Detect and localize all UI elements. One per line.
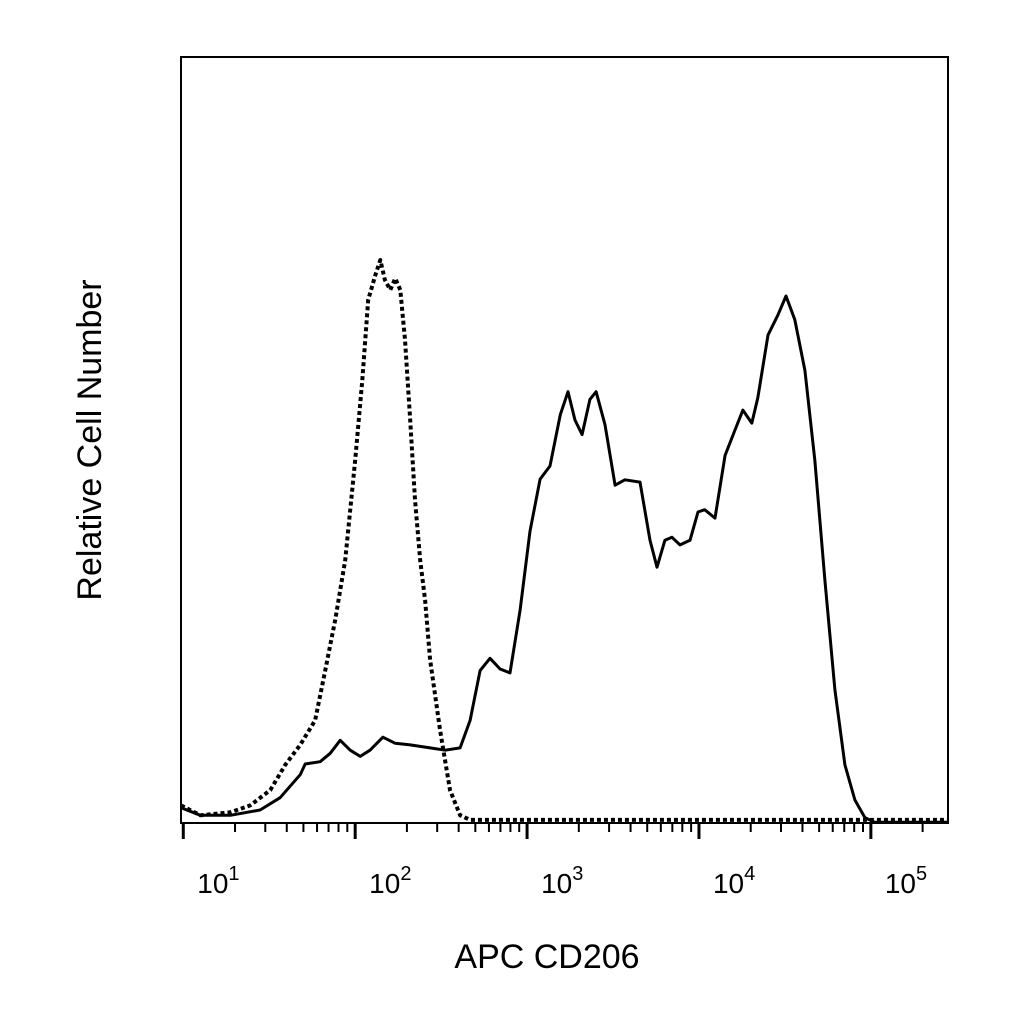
x-tick-label: 104 [713,863,755,899]
x-tick-base: 10 [885,868,916,899]
x-tick-base: 10 [541,868,572,899]
plot-frame [180,56,949,824]
x-tick-exponent: 2 [400,863,411,885]
x-tick-label: 105 [885,863,927,899]
x-tick-exponent: 4 [744,863,755,885]
x-tick-base: 10 [197,868,228,899]
series-line [180,294,948,824]
x-tick-base: 10 [369,868,400,899]
series-line [180,258,948,822]
x-tick-label: 102 [369,863,411,899]
x-tick-exponent: 5 [916,863,927,885]
x-axis-label: APC CD206 [454,938,639,976]
x-tick-exponent: 1 [228,863,239,885]
x-tick-exponent: 3 [572,863,583,885]
x-tick-base: 10 [713,868,744,899]
x-tick-label: 103 [541,863,583,899]
y-axis-label: Relative Cell Number [71,279,109,600]
x-tick-label: 101 [197,863,239,899]
